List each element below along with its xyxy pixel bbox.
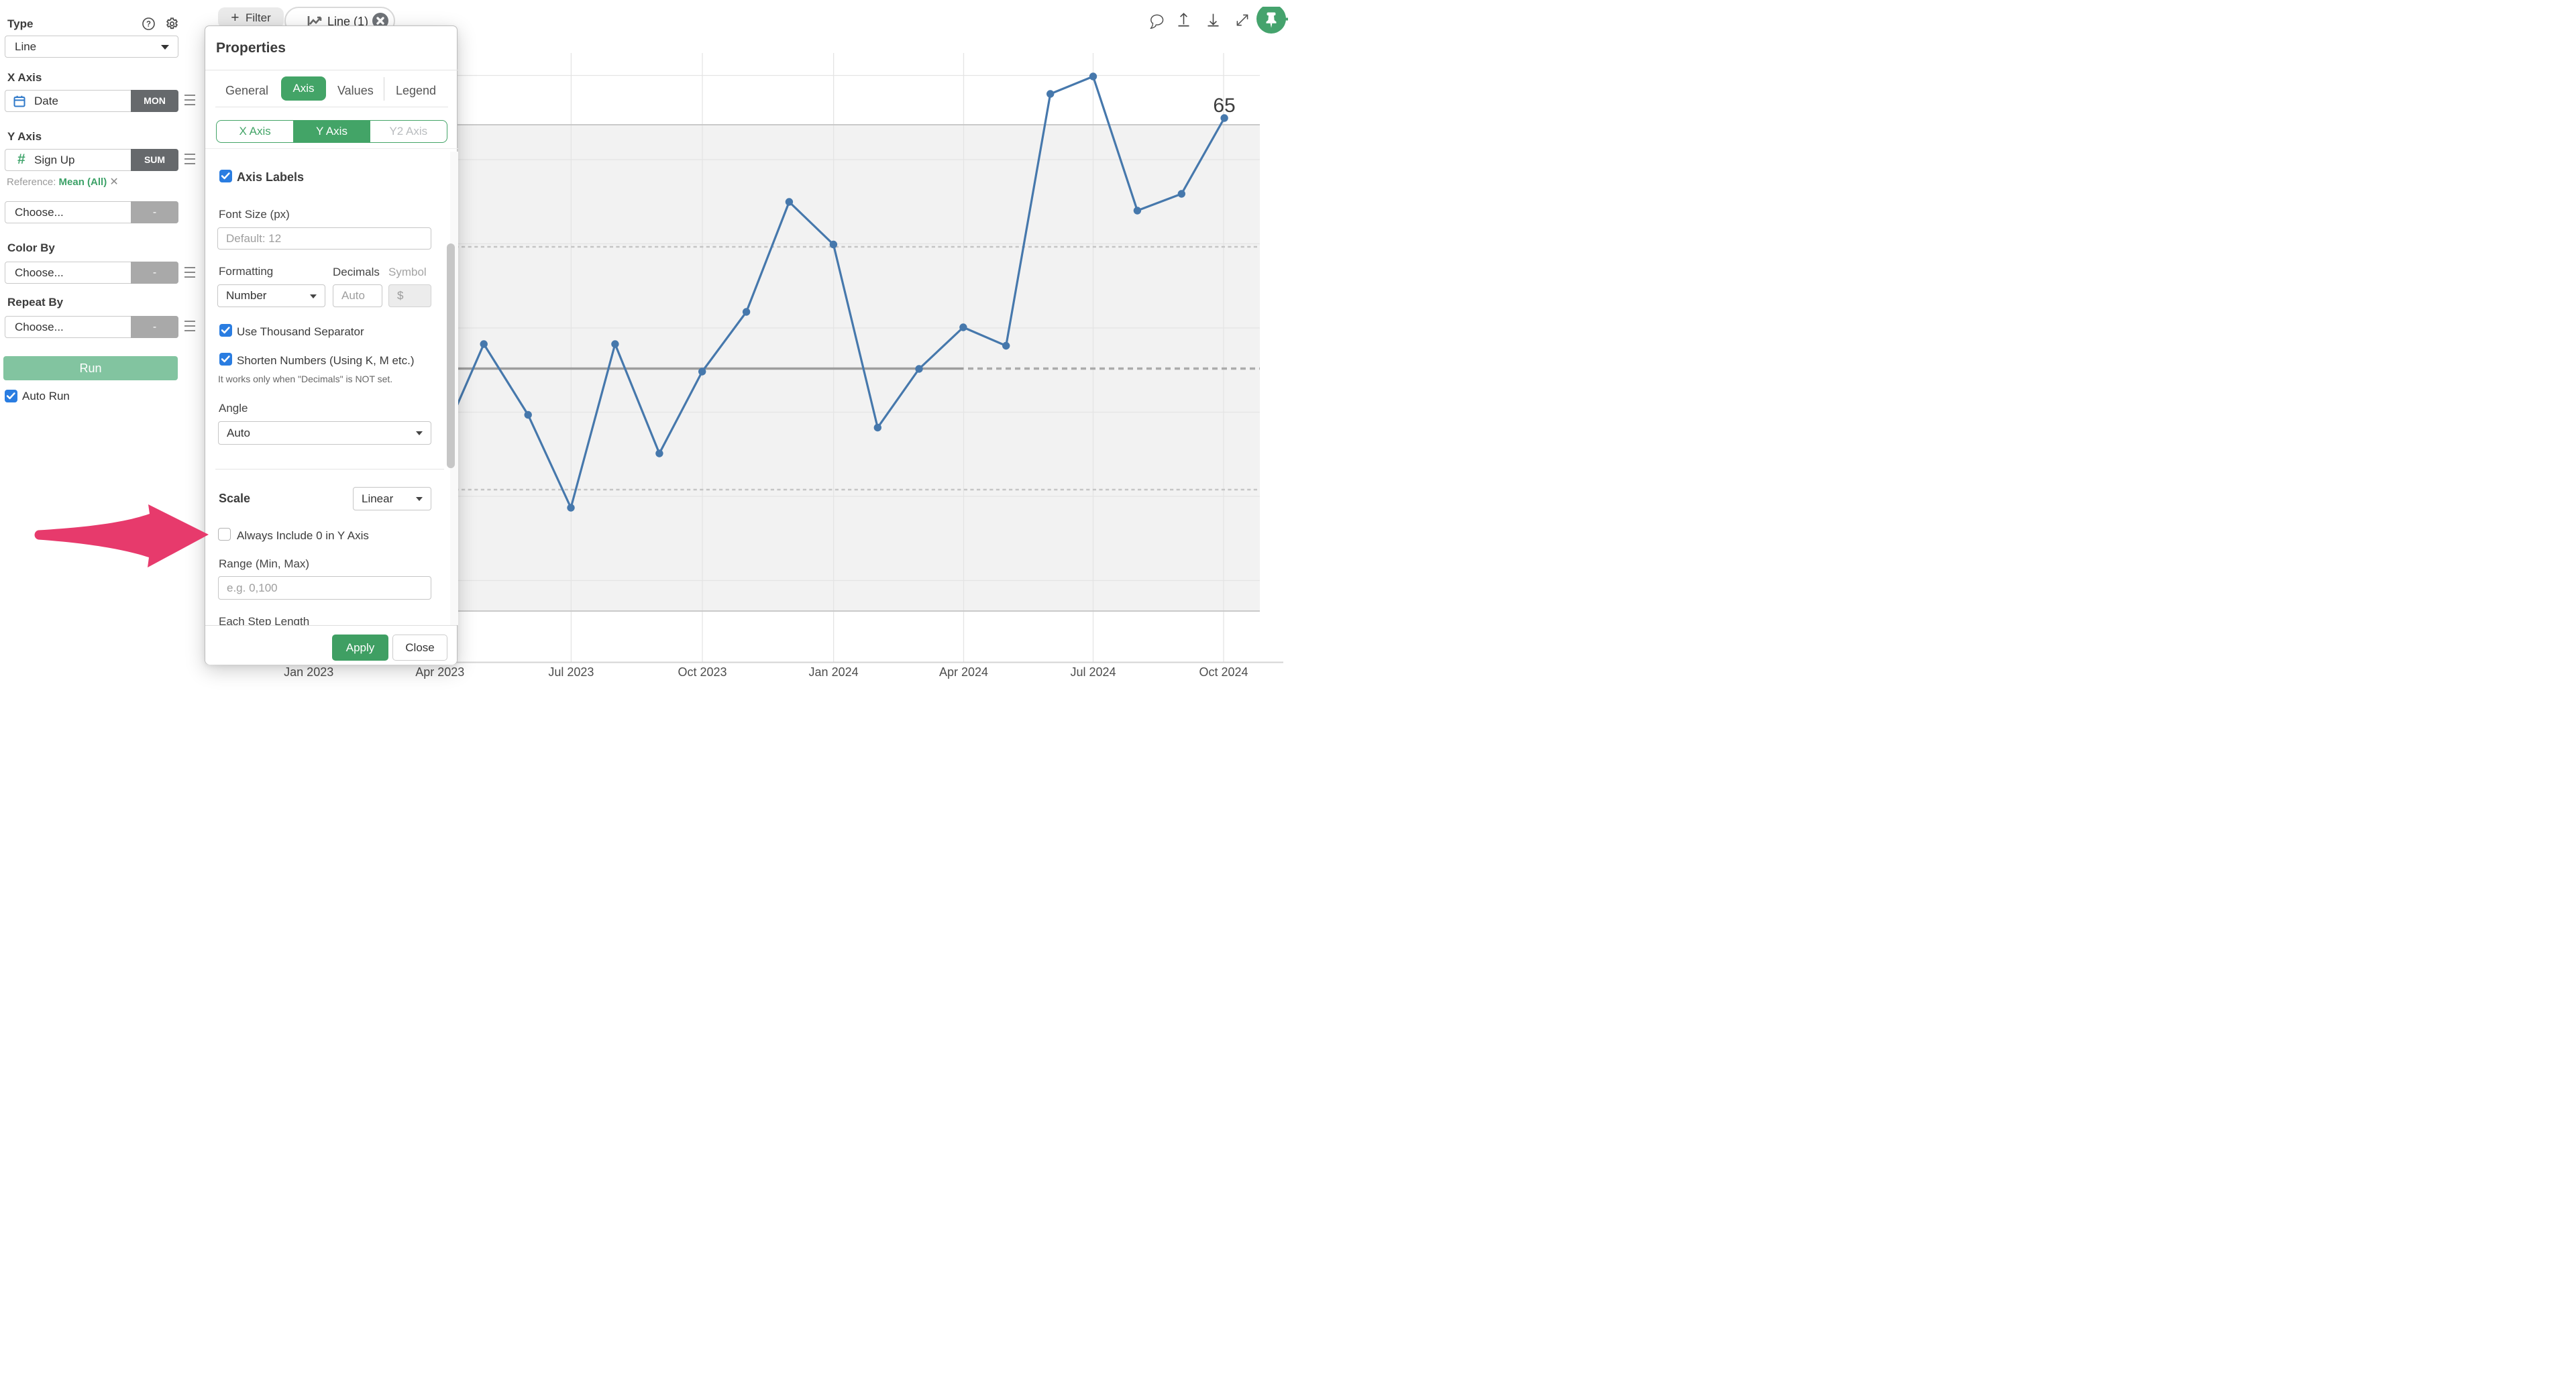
svg-text:?: ?	[146, 20, 151, 28]
svg-text:Jan 2024: Jan 2024	[809, 665, 859, 679]
svg-text:Apr 2023: Apr 2023	[415, 665, 464, 679]
svg-text:Jan 2023: Jan 2023	[284, 665, 333, 679]
svg-text:Oct 2024: Oct 2024	[1199, 665, 1248, 679]
svg-text:65: 65	[1213, 95, 1235, 117]
svg-text:Oct 2023: Oct 2023	[678, 665, 727, 679]
svg-text:Jul 2024: Jul 2024	[1070, 665, 1116, 679]
svg-text:Jul 2023: Jul 2023	[548, 665, 594, 679]
svg-text:Apr 2024: Apr 2024	[939, 665, 988, 679]
